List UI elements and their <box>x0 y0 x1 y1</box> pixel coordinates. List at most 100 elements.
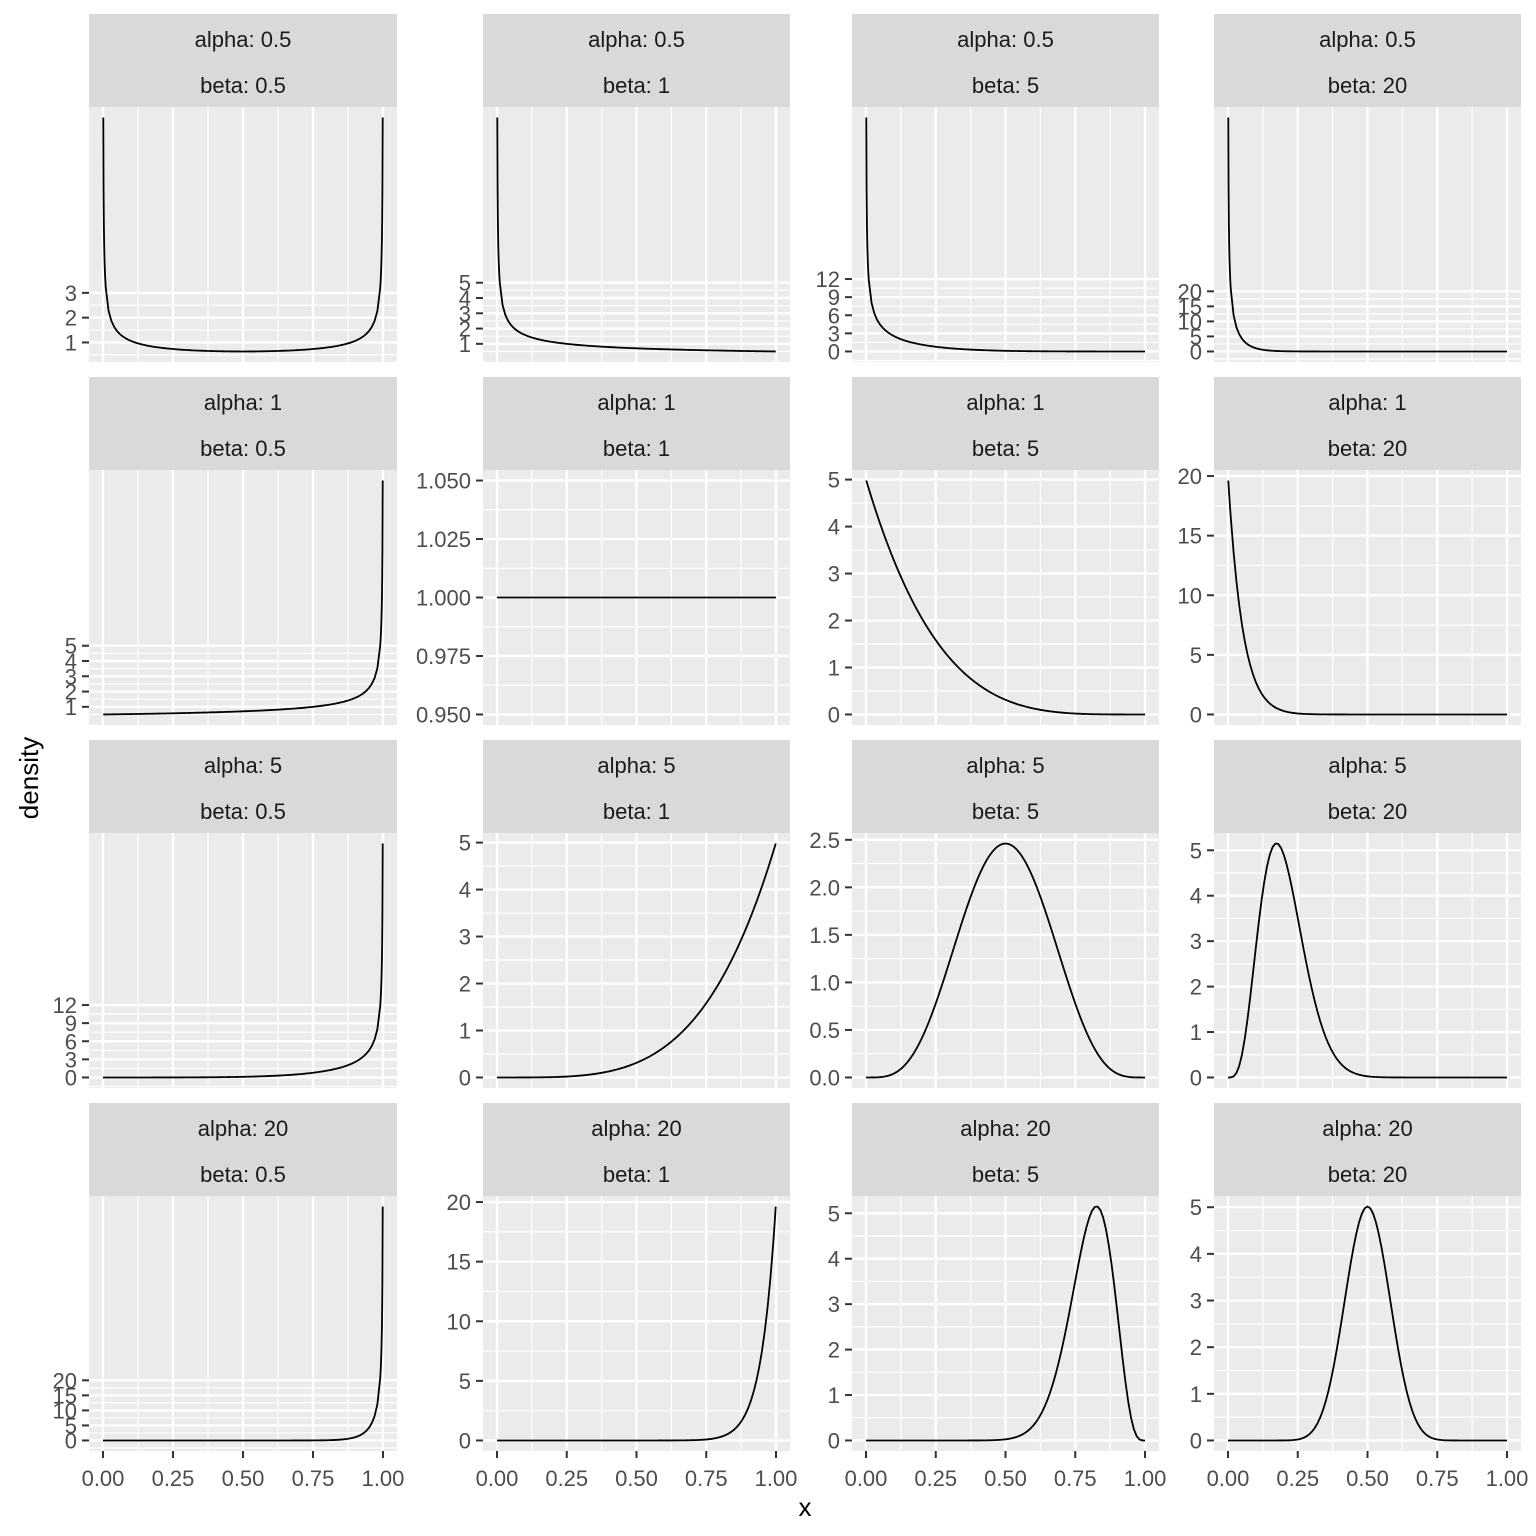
facet-panel: alpha: 1 beta: 20 0 5 10 15 20 <box>1178 377 1521 727</box>
facet-strip-beta-label: beta: 0.5 <box>200 1162 286 1187</box>
facet-strip-beta-label: beta: 20 <box>1328 436 1408 461</box>
x-tick-label: 0.75 <box>292 1466 335 1491</box>
facet-strip-beta-label: beta: 5 <box>972 73 1039 98</box>
y-tick-label: 0 <box>828 1428 840 1453</box>
facet-strip <box>483 377 790 470</box>
y-tick-label: 5 <box>828 1201 840 1226</box>
facet-strip-alpha-label: alpha: 0.5 <box>1319 27 1416 52</box>
y-tick-label: 10 <box>1178 309 1202 334</box>
facet-strip-alpha-label: alpha: 1 <box>204 390 282 415</box>
y-tick-label: 2 <box>1190 1335 1202 1360</box>
y-tick-label: 0 <box>65 1428 77 1453</box>
y-tick-label: 10 <box>447 1309 471 1334</box>
y-tick-label: 0 <box>1190 339 1202 364</box>
y-tick-label: 1 <box>65 330 77 355</box>
y-tick-label: 1 <box>828 1383 840 1408</box>
facet-strip <box>1214 740 1521 833</box>
x-tick-label: 0.25 <box>914 1466 957 1491</box>
y-tick-label: 3 <box>828 1292 840 1317</box>
facet-strip <box>89 377 397 470</box>
density-line <box>866 1205 1145 1442</box>
density-line <box>103 843 384 1079</box>
y-tick-label: 5 <box>65 1413 77 1438</box>
y-tick-label: 2.5 <box>809 828 840 853</box>
y-tick-label: 15 <box>447 1250 471 1275</box>
y-tick-label: 1.5 <box>809 923 840 948</box>
y-tick-label: 1.000 <box>416 586 471 611</box>
x-tick-label: 0.00 <box>845 1466 888 1491</box>
facet-strip <box>483 1103 790 1196</box>
y-tick-label: 2.0 <box>809 875 840 900</box>
facet-strip-alpha-label: alpha: 1 <box>966 390 1044 415</box>
y-tick-label: 5 <box>65 634 77 659</box>
y-tick-label: 1.0 <box>809 970 840 995</box>
y-tick-label: 4 <box>459 878 471 903</box>
y-tick-label: 15 <box>1178 294 1202 319</box>
y-tick-label: 5 <box>828 468 840 493</box>
y-tick-label: 5 <box>459 1369 471 1394</box>
facet-strip-beta-label: beta: 5 <box>972 1162 1039 1187</box>
y-tick-label: 15 <box>53 1383 77 1408</box>
y-tick-label: 4 <box>828 515 840 540</box>
y-tick-label: 2 <box>828 609 840 634</box>
facet-strip-alpha-label: alpha: 5 <box>1328 753 1406 778</box>
x-tick-label: 1.00 <box>1124 1466 1167 1491</box>
y-tick-label: 3 <box>459 925 471 950</box>
facet-strip-beta-label: beta: 0.5 <box>200 799 286 824</box>
facet-strip-alpha-label: alpha: 1 <box>1328 390 1406 415</box>
facet-strip-alpha-label: alpha: 1 <box>597 390 675 415</box>
y-tick-label: 5 <box>1190 324 1202 349</box>
y-tick-label: 1 <box>459 1018 471 1043</box>
y-tick-label: 12 <box>53 993 77 1018</box>
y-tick-label: 20 <box>1178 279 1202 304</box>
x-tick-label: 0.75 <box>1416 1466 1459 1491</box>
y-tick-label: 0 <box>459 1065 471 1090</box>
facet-strip-alpha-label: alpha: 0.5 <box>195 27 292 52</box>
facet-strip-alpha-label: alpha: 5 <box>204 753 282 778</box>
x-tick-label: 0.25 <box>1276 1466 1319 1491</box>
density-line <box>866 842 1145 1079</box>
facet-strip-alpha-label: alpha: 20 <box>591 1116 682 1141</box>
y-tick-label: 1.025 <box>416 527 471 552</box>
y-tick-label: 2 <box>1190 975 1202 1000</box>
y-tick-label: 3 <box>828 562 840 587</box>
y-tick-label: 6 <box>65 1029 77 1054</box>
facet-strip-beta-label: beta: 1 <box>603 1162 670 1187</box>
facet-strip-beta-label: beta: 1 <box>603 73 670 98</box>
x-tick-label: 0.50 <box>615 1466 658 1491</box>
facet-strip <box>89 14 397 107</box>
facet-panel: alpha: 1 beta: 1 0.950 0.975 1.000 1.025 1.050 <box>416 377 790 727</box>
y-tick-label: 0 <box>1190 702 1202 727</box>
facet-strip-alpha-label: alpha: 0.5 <box>957 27 1054 52</box>
facet-panel: alpha: 20 beta: 1 0 5 10 15 20 0.00 0.25 0.50 0.75… <box>447 1103 797 1491</box>
facet-strip <box>852 14 1159 107</box>
density-line <box>865 480 1145 716</box>
y-tick-label: 0 <box>1190 1428 1202 1453</box>
y-tick-label: 12 <box>816 267 840 292</box>
density-line <box>497 843 777 1079</box>
y-axis-title: density <box>14 737 44 819</box>
density-line <box>497 1206 777 1442</box>
facet-panel: alpha: 0.5 beta: 0.5 123 <box>65 14 397 362</box>
y-tick-label: 5 <box>459 831 471 856</box>
facet-strip-beta-label: beta: 20 <box>1328 799 1408 824</box>
facet-strip-alpha-label: alpha: 20 <box>960 1116 1051 1141</box>
x-tick-label: 0.25 <box>545 1466 588 1491</box>
facet-strip <box>483 14 790 107</box>
density-line <box>103 480 384 716</box>
y-tick-label: 1 <box>65 695 77 720</box>
y-tick-label: 1 <box>459 332 471 357</box>
y-tick-label: 20 <box>447 1190 471 1215</box>
x-tick-label: 0.00 <box>1207 1466 1250 1491</box>
y-tick-label: 5 <box>1190 1195 1202 1220</box>
y-tick-label: 3 <box>459 301 471 326</box>
y-tick-label: 4 <box>65 649 77 674</box>
y-tick-label: 1 <box>828 655 840 680</box>
y-tick-label: 0 <box>828 339 840 364</box>
density-line <box>496 117 776 353</box>
y-tick-label: 3 <box>65 1047 77 1072</box>
y-tick-label: 2 <box>459 317 471 342</box>
